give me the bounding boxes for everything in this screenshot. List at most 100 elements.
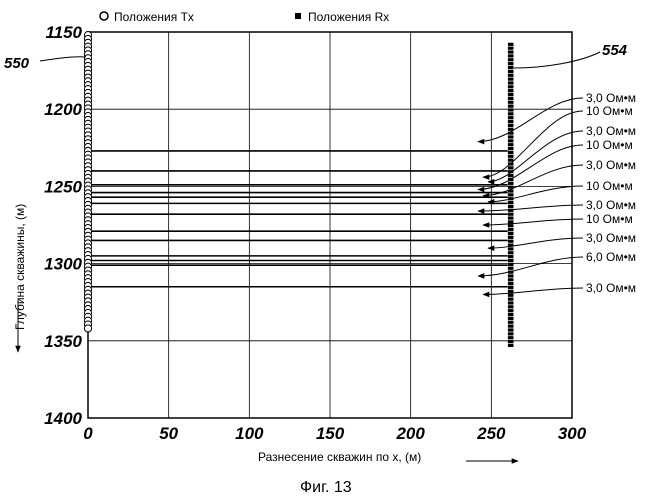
rx-position-marker: [507, 143, 514, 147]
resistivity-label: 3,0 Ом•м: [586, 158, 636, 172]
rx-position-marker: [507, 309, 514, 313]
y-tick-labels: 1150 1200 1250 1300 1350 1400: [44, 23, 82, 428]
x-tick-labels: 0 50 100 150 200 250 300: [83, 424, 586, 443]
tx-position-marker: [83, 324, 93, 333]
resistivity-leader-arrow: [482, 287, 584, 298]
rx-position-marker: [507, 255, 514, 259]
rx-position-marker: [507, 85, 514, 89]
rx-position-marker: [507, 54, 514, 58]
rx-position-marker: [507, 139, 514, 143]
rx-position-marker: [507, 216, 514, 220]
y-tick-label: 1150: [45, 23, 82, 42]
resistivity-label: 3,0 Ом•м: [586, 281, 636, 295]
rx-position-marker: [507, 104, 514, 108]
rx-position-marker: [507, 119, 514, 124]
resistivity-label: 10 Ом•м: [586, 104, 633, 118]
rx-position-marker: [507, 46, 514, 50]
rx-legend-marker: [295, 13, 301, 19]
rx-position-marker: [507, 166, 514, 170]
resistivity-label: 10 Ом•м: [586, 179, 633, 193]
rx-position-marker: [507, 73, 514, 77]
x-tick-label: 250: [476, 424, 506, 443]
resistivity-label: 3,0 Ом•м: [586, 198, 636, 212]
resistivity-label: 6,0 Ом•м: [586, 250, 636, 264]
resistivity-label: 10 Ом•м: [586, 138, 633, 152]
rx-position-marker: [507, 328, 514, 332]
y-tick-label: 1300: [44, 255, 82, 274]
rx-position-marker: [507, 239, 514, 243]
rx-position-marker: [507, 193, 514, 197]
rx-position-marker: [507, 131, 514, 135]
resistivity-leader-arrow: [487, 130, 584, 185]
rx-position-marker: [507, 301, 514, 305]
rx-position-marker: [507, 81, 514, 85]
tx-positions: [83, 30, 93, 333]
resistivity-leader-arrow: [477, 97, 584, 145]
rx-position-marker: [507, 212, 514, 216]
resistivity-label: 3,0 Ом•м: [586, 124, 636, 138]
rx-position-marker: [507, 158, 514, 162]
rx-position-marker: [507, 89, 514, 93]
rx-position-marker: [507, 108, 514, 112]
resistivity-leader-arrow: [487, 237, 584, 251]
rx-position-marker: [507, 220, 514, 224]
rx-position-marker: [507, 235, 514, 239]
rx-position-marker: [507, 274, 514, 278]
tx-well-ref-label: 550: [4, 55, 30, 72]
x-tick-label: 150: [316, 424, 345, 443]
rx-position-marker: [507, 181, 514, 185]
rx-position-marker: [507, 312, 514, 317]
resistivity-leader-arrow: [487, 185, 584, 205]
rx-position-marker: [507, 247, 514, 251]
y-tick-label: 1400: [44, 409, 82, 428]
rx-position-marker: [507, 92, 514, 97]
layer-boundaries: [88, 150, 508, 288]
resistivity-leader-arrow: [477, 204, 584, 214]
rx-well-ref-label: 554: [602, 42, 628, 59]
rx-position-marker: [507, 96, 514, 100]
rx-position-marker: [507, 146, 514, 151]
rx-position-marker: [507, 77, 514, 81]
resistivity-label: 3,0 Ом•м: [586, 91, 636, 105]
resistivity-leader-arrow: [482, 218, 584, 228]
x-tick-label: 0: [83, 424, 93, 443]
resistivity-label: 3,0 Ом•м: [586, 231, 636, 245]
rx-position-marker: [507, 243, 514, 247]
tx-well-ref-leader: [39, 56, 87, 62]
rx-position-marker: [507, 285, 514, 290]
rx-position-marker: [507, 65, 514, 70]
y-tick-label: 1250: [44, 177, 82, 196]
rx-position-marker: [507, 123, 514, 128]
rx-position-marker: [507, 320, 514, 324]
rx-position-marker: [507, 154, 514, 158]
rx-position-marker: [507, 297, 514, 301]
resistivity-leader-arrow: [477, 144, 584, 193]
rx-position-marker: [507, 100, 514, 104]
resistivity-leader-arrow: [477, 256, 584, 279]
rx-well-ref-leader: [513, 51, 601, 69]
rx-position-marker: [507, 50, 514, 54]
rx-position-marker: [507, 343, 514, 348]
rx-position-marker: [507, 69, 514, 73]
rx-position-marker: [507, 189, 514, 193]
y-tick-label: 1350: [44, 332, 82, 351]
rx-position-marker: [507, 258, 514, 263]
rx-legend-label: Положения Rx: [308, 10, 389, 24]
rx-position-marker: [507, 42, 514, 46]
rx-position-marker: [507, 173, 514, 178]
rx-position-marker: [507, 305, 514, 309]
rx-position-marker: [507, 58, 514, 62]
rx-position-marker: [507, 112, 514, 116]
rx-position-marker: [507, 185, 514, 189]
resistivity-leader-arrow: [482, 164, 584, 199]
x-axis-label: Разнесение скважин по x, (м): [258, 450, 421, 464]
rx-position-marker: [507, 251, 514, 255]
rx-position-marker: [507, 116, 514, 120]
rx-position-marker: [507, 262, 514, 266]
rx-position-marker: [507, 62, 514, 66]
rx-position-marker: [507, 316, 514, 321]
x-tick-label: 100: [235, 424, 264, 443]
x-tick-label: 200: [395, 424, 425, 443]
rx-position-marker: [507, 289, 514, 293]
resistivity-label: 10 Ом•м: [586, 212, 633, 226]
